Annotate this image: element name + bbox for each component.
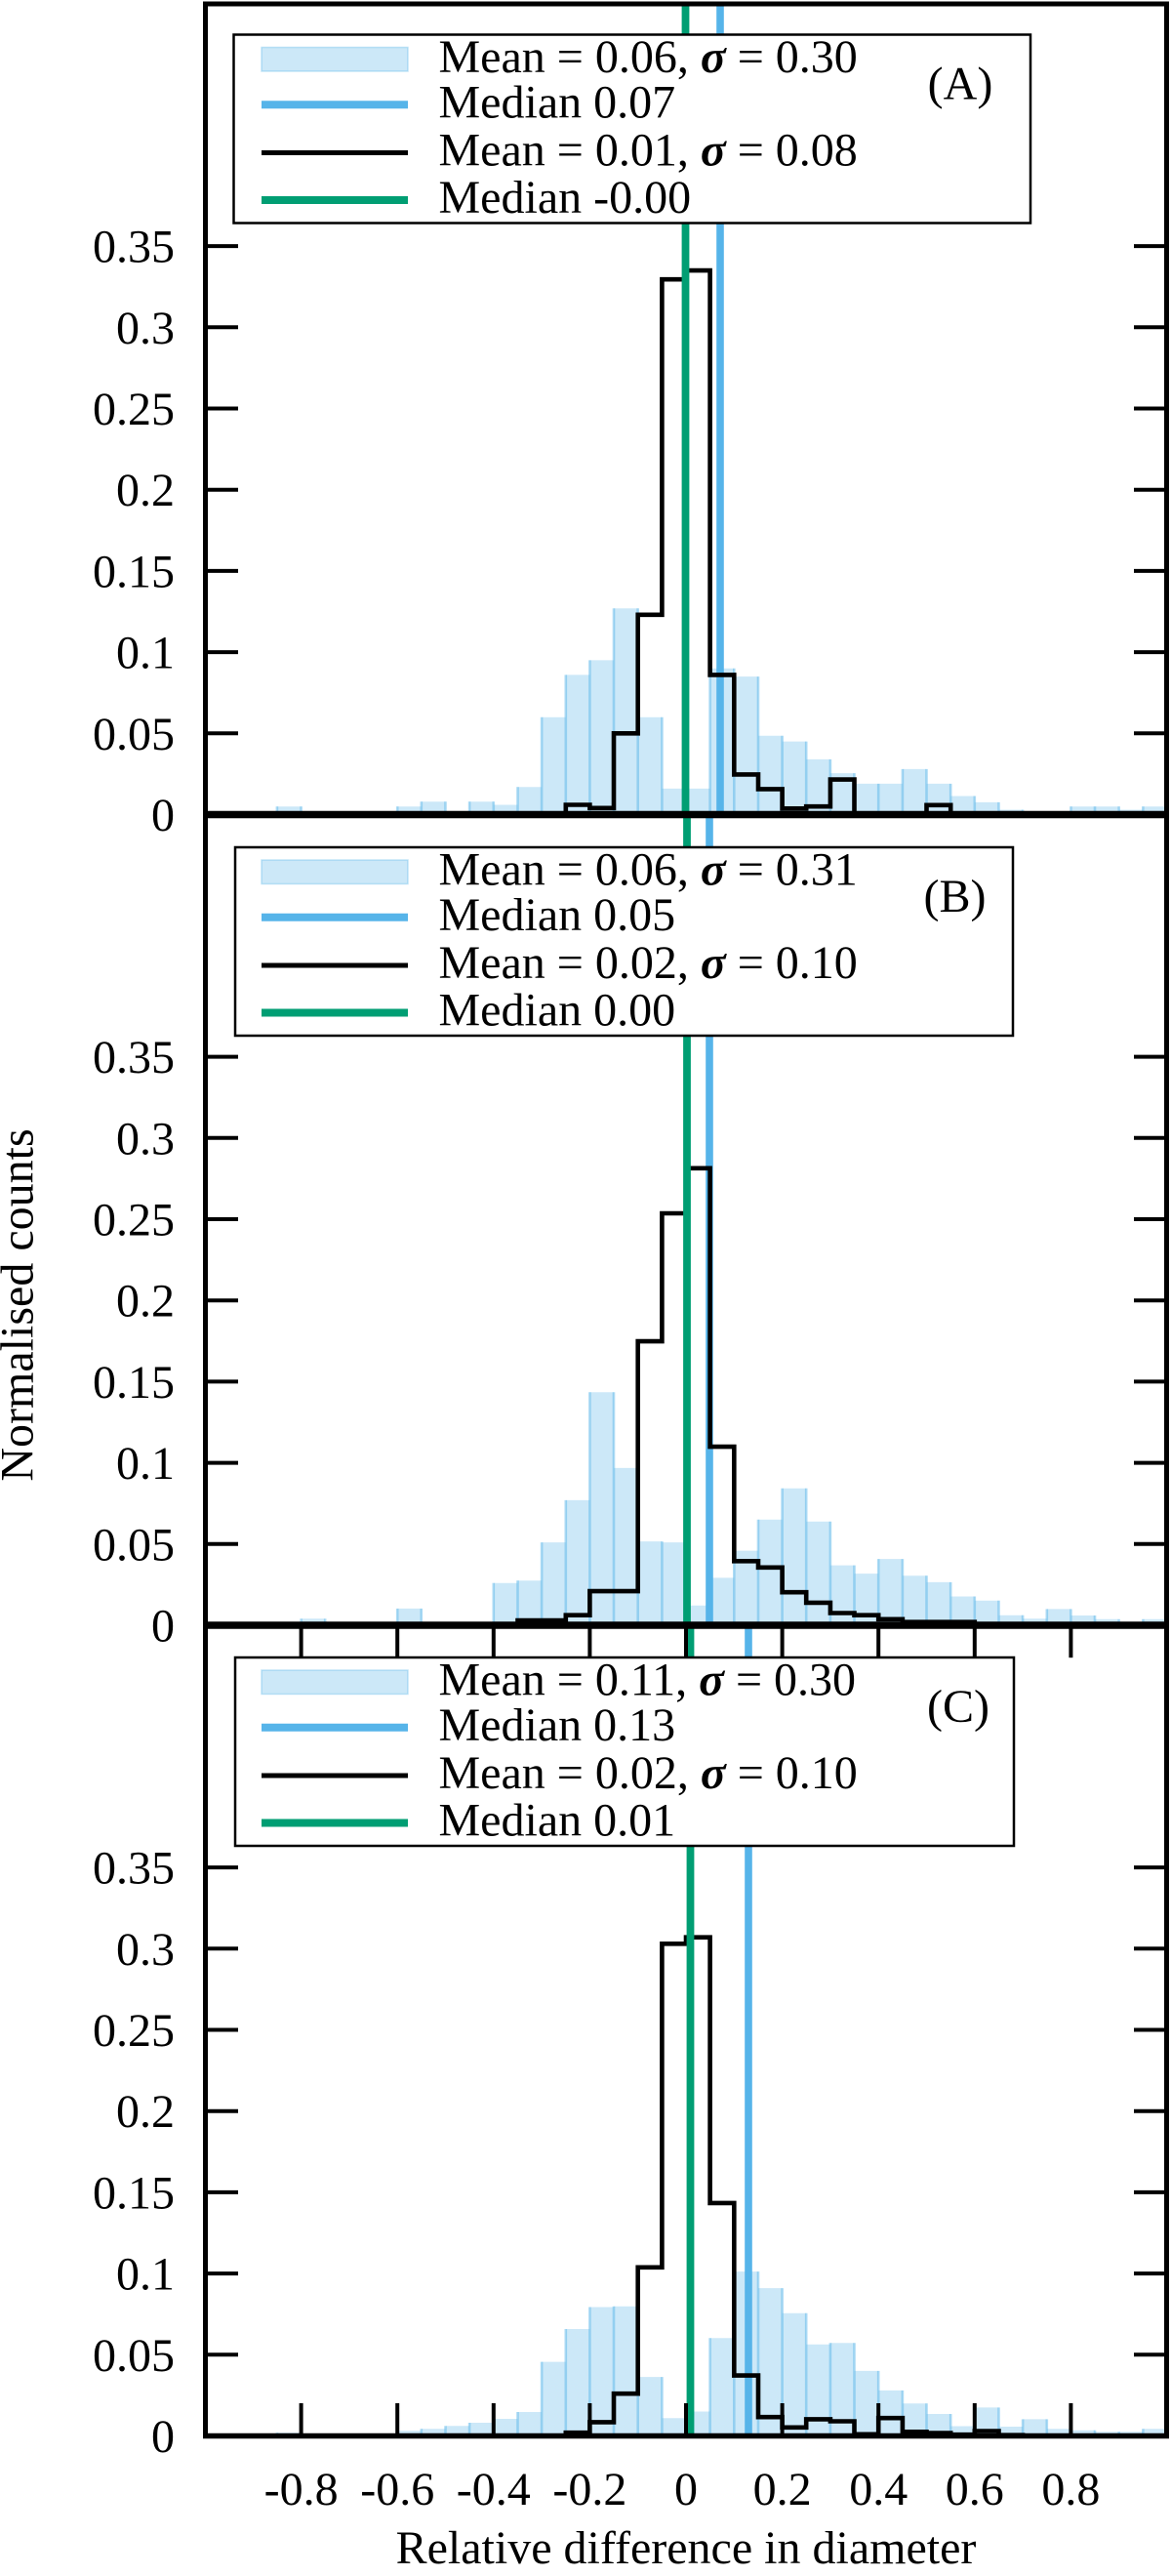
svg-text:0.05: 0.05 bbox=[93, 709, 175, 760]
svg-text:0.1: 0.1 bbox=[116, 2249, 175, 2301]
svg-text:-0.8: -0.8 bbox=[264, 2464, 339, 2515]
svg-text:0: 0 bbox=[151, 2411, 175, 2463]
svg-text:-0.4: -0.4 bbox=[457, 2464, 531, 2515]
svg-text:0.2: 0.2 bbox=[116, 465, 175, 516]
svg-text:0: 0 bbox=[151, 790, 175, 841]
svg-text:Mean = 0.06, σ = 0.31: Mean = 0.06, σ = 0.31 bbox=[439, 843, 858, 895]
svg-text:0.35: 0.35 bbox=[93, 222, 175, 273]
svg-text:Median 0.01: Median 0.01 bbox=[439, 1795, 676, 1847]
svg-text:0.15: 0.15 bbox=[93, 546, 175, 597]
svg-text:Mean = 0.02, σ = 0.10: Mean = 0.02, σ = 0.10 bbox=[439, 1747, 858, 1799]
svg-text:0.25: 0.25 bbox=[93, 384, 175, 435]
svg-text:0.15: 0.15 bbox=[93, 2167, 175, 2219]
svg-text:0.3: 0.3 bbox=[116, 1113, 175, 1165]
svg-text:-0.2: -0.2 bbox=[552, 2464, 626, 2515]
svg-text:0.8: 0.8 bbox=[1041, 2464, 1100, 2515]
svg-text:Mean = 0.11, σ = 0.30: Mean = 0.11, σ = 0.30 bbox=[439, 1654, 857, 1705]
svg-text:0.05: 0.05 bbox=[93, 2330, 175, 2382]
svg-text:(A): (A) bbox=[928, 59, 993, 110]
svg-text:(C): (C) bbox=[927, 1681, 989, 1733]
svg-text:Median 0.07: Median 0.07 bbox=[439, 77, 676, 129]
svg-text:0.15: 0.15 bbox=[93, 1357, 175, 1409]
svg-text:0.35: 0.35 bbox=[93, 1843, 175, 1895]
svg-text:0.35: 0.35 bbox=[93, 1032, 175, 1084]
svg-text:0.3: 0.3 bbox=[116, 303, 175, 354]
svg-text:0.4: 0.4 bbox=[849, 2464, 908, 2515]
svg-text:0.6: 0.6 bbox=[946, 2464, 1004, 2515]
svg-text:Relative difference in diamete: Relative difference in diameter bbox=[396, 2522, 977, 2571]
svg-text:(B): (B) bbox=[924, 871, 987, 922]
svg-text:0: 0 bbox=[151, 1601, 175, 1653]
svg-text:0.3: 0.3 bbox=[116, 1924, 175, 1976]
svg-text:Median 0.05: Median 0.05 bbox=[439, 889, 676, 941]
svg-text:Mean = 0.06, σ = 0.30: Mean = 0.06, σ = 0.30 bbox=[439, 31, 858, 83]
svg-text:0.2: 0.2 bbox=[753, 2464, 812, 2515]
svg-text:0.2: 0.2 bbox=[116, 1276, 175, 1328]
svg-text:Mean = 0.02, σ = 0.10: Mean = 0.02, σ = 0.10 bbox=[439, 937, 858, 989]
svg-text:Median 0.00: Median 0.00 bbox=[439, 985, 676, 1037]
svg-text:0: 0 bbox=[674, 2464, 698, 2515]
svg-text:0.05: 0.05 bbox=[93, 1519, 175, 1571]
svg-text:Median 0.13: Median 0.13 bbox=[439, 1699, 676, 1751]
svg-text:Mean = 0.01, σ = 0.08: Mean = 0.01, σ = 0.08 bbox=[439, 125, 858, 177]
svg-text:0.1: 0.1 bbox=[116, 628, 175, 679]
svg-text:0.25: 0.25 bbox=[93, 1195, 175, 1247]
svg-text:Median -0.00: Median -0.00 bbox=[439, 172, 692, 224]
svg-text:0.25: 0.25 bbox=[93, 2005, 175, 2057]
svg-text:0.2: 0.2 bbox=[116, 2086, 175, 2138]
svg-text:0.1: 0.1 bbox=[116, 1438, 175, 1490]
svg-text:Normalised counts: Normalised counts bbox=[0, 1128, 44, 1481]
svg-text:-0.6: -0.6 bbox=[360, 2464, 434, 2515]
